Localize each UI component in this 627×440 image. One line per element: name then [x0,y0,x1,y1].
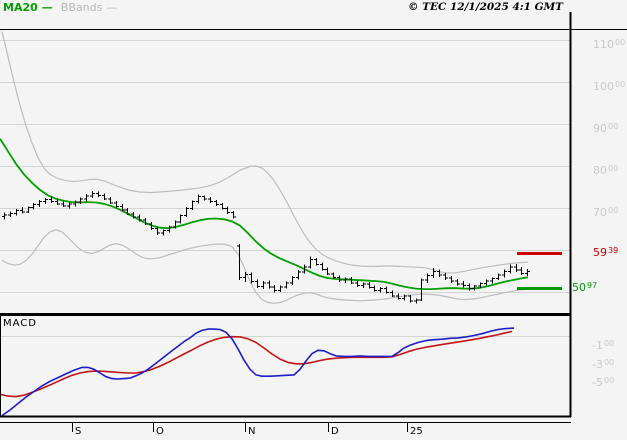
macd-panel-label: MACD [3,318,37,329]
ref-price-label-resistance: 5939 [593,246,619,259]
ref-price-label-support: 5097 [572,281,598,294]
legend: MA20— BBands — [3,2,125,13]
price-axis-label: 11000 [593,38,626,51]
price-axis-label: 9000 [593,122,619,135]
month-label: D [331,426,339,437]
month-label: 25 [410,426,423,437]
legend-bbands-swatch: — [106,1,118,14]
price-axis-label: 10000 [593,80,626,93]
price-axis-label: 7000 [593,206,619,219]
month-label: N [248,426,256,437]
legend-bbands-label: BBands [60,1,103,14]
legend-ma20-label: MA20 [3,1,38,14]
price-axis-label: 8000 [593,164,619,177]
macd-axis-label: -300 [592,358,615,371]
macd-axis-label: -500 [592,376,615,389]
month-label: O [156,426,164,437]
macd-axis-label: -100 [592,339,615,352]
copyright-text: © TEC 12/1/2025 4:1 GMT [408,1,563,13]
month-label: S [75,426,82,437]
legend-ma20-swatch: — [41,1,53,14]
